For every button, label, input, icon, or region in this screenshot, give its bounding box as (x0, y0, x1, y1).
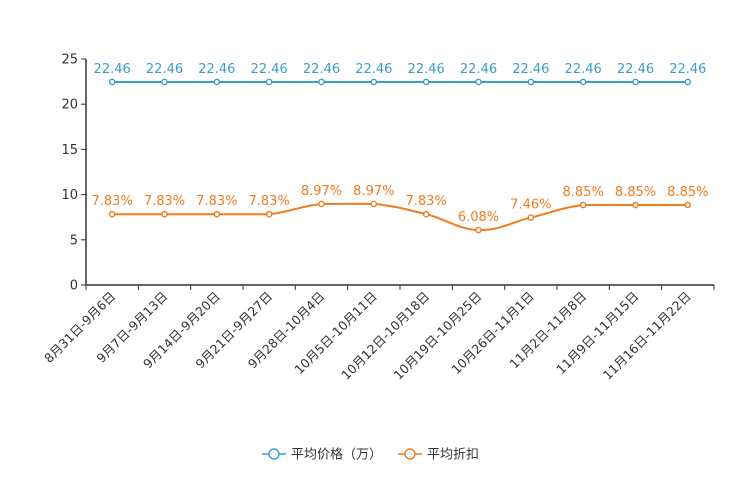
data-label: 8.85% (563, 185, 604, 200)
data-point[interactable] (475, 226, 482, 234)
data-label: 22.46 (512, 62, 549, 77)
data-point[interactable] (684, 201, 692, 209)
data-point[interactable] (579, 78, 587, 86)
y-tick-label: 25 (61, 53, 78, 68)
x-tick-label: 11月16日-11月22日 (600, 289, 694, 383)
data-label: 22.46 (355, 62, 392, 77)
data-label: 8.97% (353, 184, 394, 199)
data-point[interactable] (161, 210, 168, 218)
data-point[interactable] (527, 214, 535, 221)
data-point[interactable] (475, 78, 482, 86)
data-point[interactable] (632, 201, 639, 209)
data-point[interactable] (579, 201, 587, 209)
legend-marker-icon (268, 448, 280, 460)
data-label: 7.83% (249, 194, 290, 209)
data-label: 6.08% (458, 210, 499, 225)
data-label: 22.46 (460, 62, 497, 77)
data-label: 7.83% (92, 194, 133, 209)
y-axis-ticks: 0 5 10 15 20 25 (61, 53, 86, 294)
data-point[interactable] (265, 78, 273, 86)
y-tick-label: 10 (61, 188, 78, 203)
data-point[interactable] (108, 210, 116, 218)
x-tick-label: 10月12日-10月18日 (338, 289, 432, 383)
data-label: 22.46 (669, 62, 706, 77)
data-point[interactable] (318, 78, 325, 86)
data-label: 22.46 (303, 62, 340, 77)
data-point[interactable] (684, 78, 692, 86)
data-label: 22.46 (251, 62, 288, 77)
data-point[interactable] (422, 78, 430, 86)
data-label: 22.46 (146, 62, 183, 77)
data-label: 7.46% (510, 198, 551, 213)
legend[interactable]: 平均价格（万） 平均折扣 (262, 447, 479, 463)
y-tick-label: 15 (61, 143, 78, 158)
data-point[interactable] (265, 210, 273, 218)
y-tick-label: 0 (70, 279, 78, 294)
x-tick-label: 10月19日-10月25日 (390, 289, 484, 383)
legend-item-average-discount[interactable]: 平均折扣 (398, 448, 479, 463)
legend-item-average-price[interactable]: 平均价格（万） (262, 447, 382, 463)
y-tick-label: 5 (70, 233, 78, 248)
x-axis-ticks: 8月31日-9月6日9月7日-9月13日9月14日-9月20日9月21日-9月2… (41, 285, 715, 383)
data-label: 22.46 (408, 62, 445, 77)
data-label: 22.46 (198, 62, 235, 77)
series-line (112, 202, 688, 232)
series-average-discount: 7.83% 7.83% 7.83% 7.83% 8.97% 8.97% 7.83% 6.08%… (92, 184, 708, 234)
series-layer: 22.46 22.46 22.46 22.46 22.46 22.46 22.46 22.46… (92, 62, 708, 234)
data-label: 7.83% (196, 194, 237, 209)
data-point[interactable] (213, 78, 221, 86)
data-point[interactable] (161, 78, 168, 86)
legend-label: 平均折扣 (427, 448, 479, 463)
data-point[interactable] (370, 200, 378, 208)
data-point[interactable] (318, 200, 325, 208)
data-label: 22.46 (94, 62, 131, 77)
series-average-price: 22.46 22.46 22.46 22.46 22.46 22.46 22.46 22.46… (94, 62, 706, 86)
legend-marker-icon (404, 448, 416, 460)
legend-label: 平均价格（万） (291, 447, 382, 463)
axes (85, 59, 714, 286)
data-label: 22.46 (617, 62, 654, 77)
data-label: 8.85% (615, 185, 656, 200)
data-point[interactable] (213, 210, 221, 218)
data-point[interactable] (632, 78, 639, 86)
data-point[interactable] (108, 78, 116, 86)
data-label: 7.83% (144, 194, 185, 209)
data-point[interactable] (370, 78, 378, 86)
data-label: 8.85% (667, 185, 708, 200)
data-point[interactable] (527, 78, 535, 86)
y-tick-label: 20 (61, 98, 78, 113)
data-label: 8.97% (301, 184, 342, 199)
data-label: 7.83% (406, 194, 447, 209)
data-label: 22.46 (565, 62, 602, 77)
data-point[interactable] (422, 210, 430, 218)
